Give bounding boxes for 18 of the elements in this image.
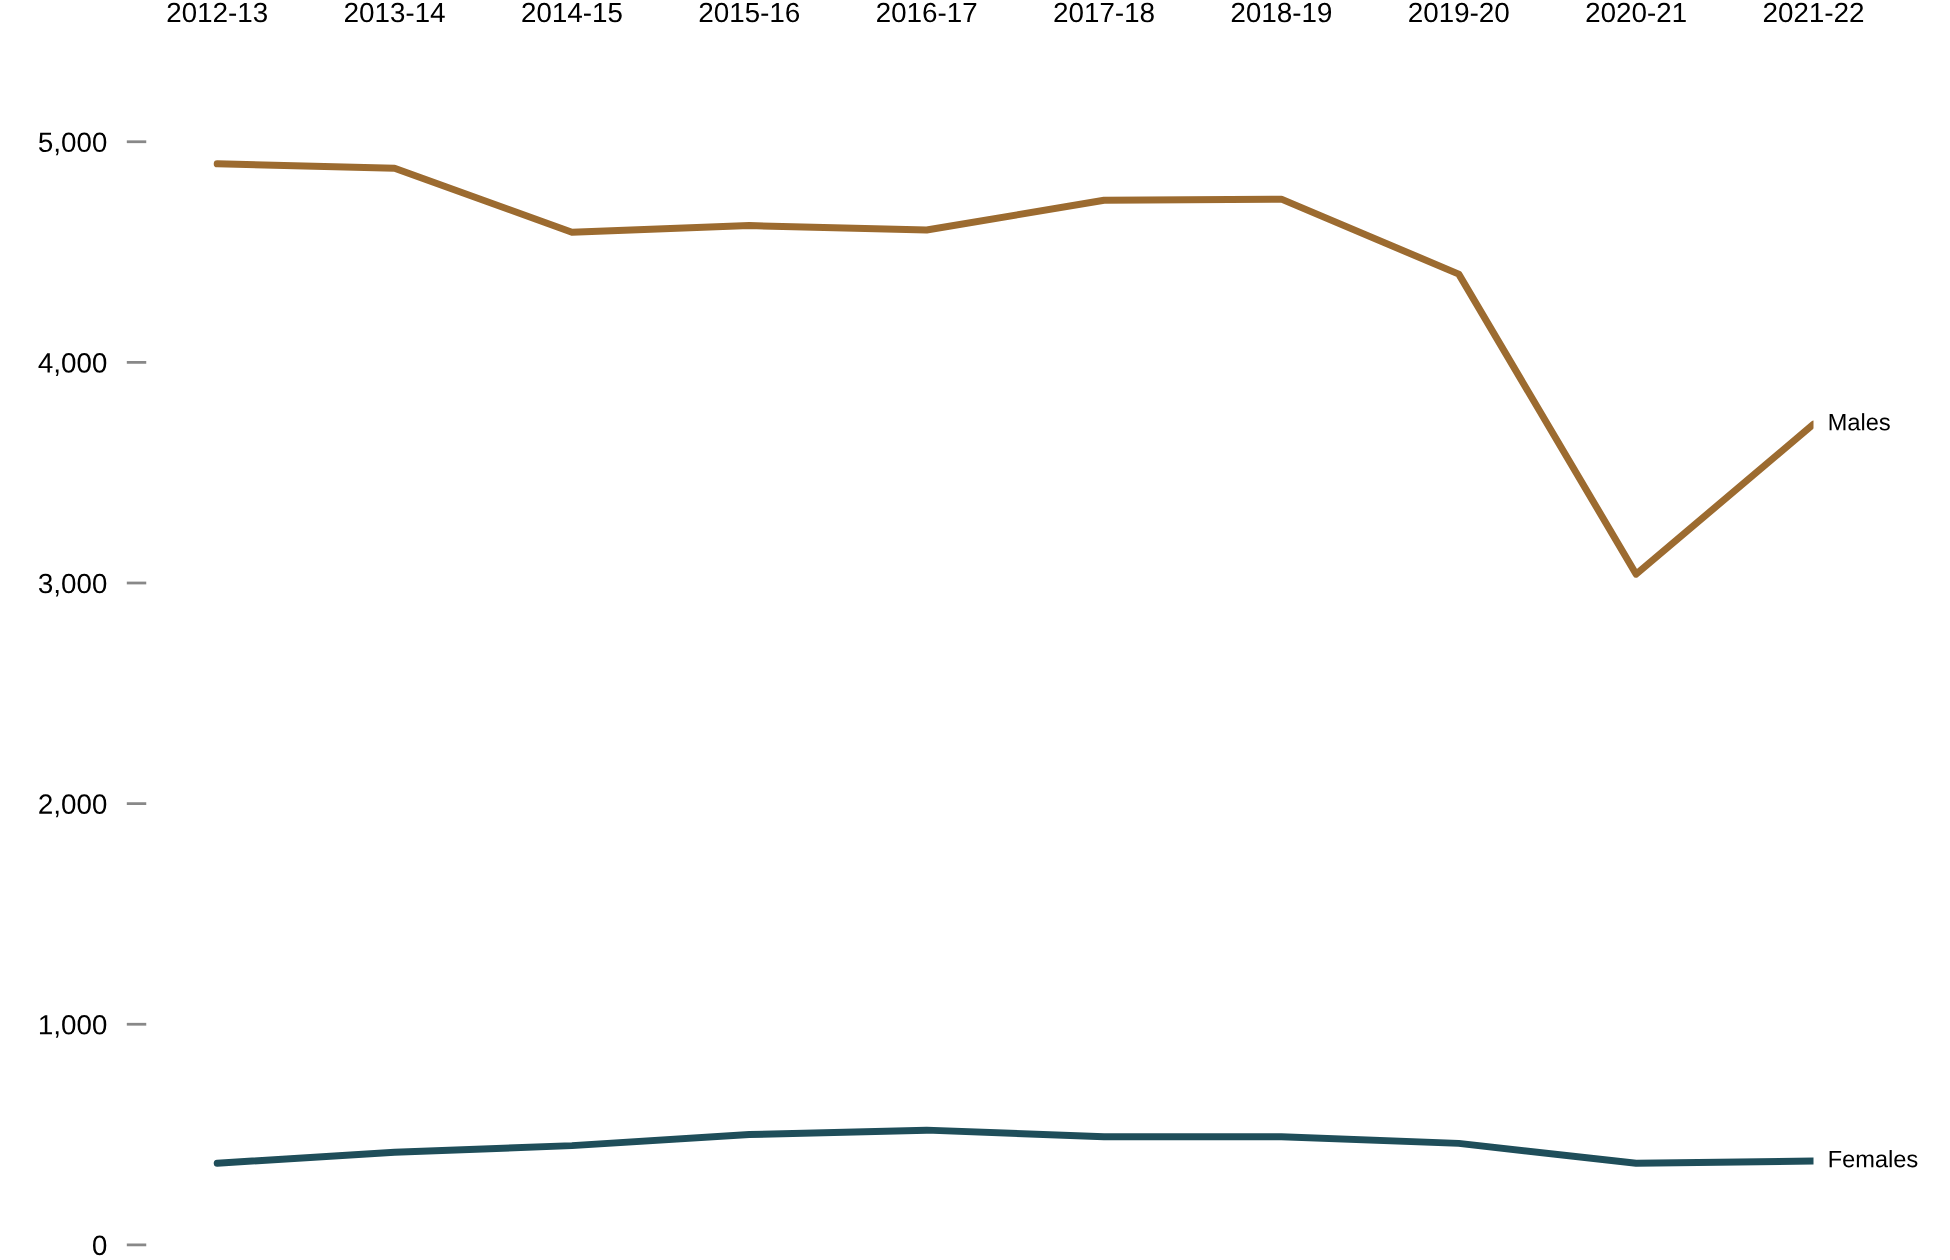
y-tick-label: 2,000 <box>39 794 107 818</box>
series-label: Females <box>1829 1150 1918 1168</box>
y-tick-label: 3,000 <box>38 573 107 597</box>
x-tick-label: 2016-17 <box>877 2 977 23</box>
y-tick-label: 4,000 <box>38 353 107 376</box>
x-tick-label: 2013-14 <box>345 2 445 23</box>
y-tick-label: 5,000 <box>38 132 107 156</box>
x-tick-label: 2012-13 <box>167 2 267 23</box>
y-tick-label: 1,000 <box>39 1014 107 1038</box>
x-tick-label: 2019-20 <box>1409 2 1509 23</box>
series-label: Males <box>1829 413 1890 431</box>
x-tick-label: 2015-16 <box>699 2 800 23</box>
y-tick-label: 0 <box>93 1235 107 1256</box>
x-tick-label: 2018-19 <box>1231 2 1332 23</box>
x-tick-label: 2017-18 <box>1054 2 1154 23</box>
x-tick-label: 2021-22 <box>1763 2 1864 23</box>
x-tick-label: 2020-21 <box>1586 2 1686 23</box>
x-tick-label: 2014-15 <box>522 2 622 23</box>
